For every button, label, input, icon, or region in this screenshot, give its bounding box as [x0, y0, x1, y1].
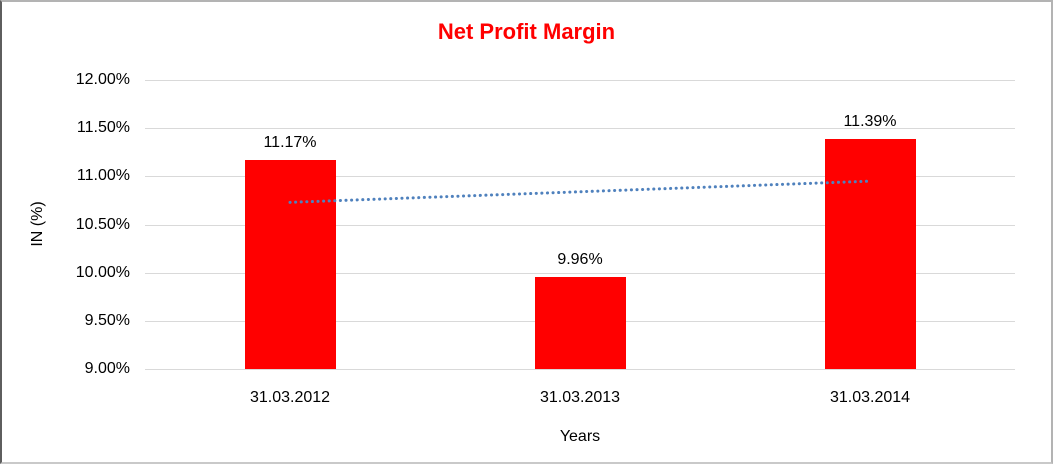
- gridline: [145, 272, 1015, 274]
- plot-area: 11.17% 9.96% 11.39%: [145, 80, 1015, 370]
- gridline: [145, 80, 1015, 81]
- bar-value-label: 9.96%: [557, 250, 603, 268]
- bar-value-label: 11.17%: [263, 133, 317, 151]
- bar-31.03.2013: [534, 276, 626, 369]
- x-tick-label: 31.03.2012: [249, 389, 331, 406]
- bar-31.03.2014: [824, 138, 916, 369]
- y-tick-label: 12.00%: [75, 71, 130, 88]
- y-tick-label: 9.00%: [84, 360, 130, 377]
- gridline: [145, 176, 1015, 178]
- y-tick-label: 10.00%: [75, 263, 130, 281]
- y-tick-label: 9.50%: [84, 311, 130, 329]
- gridline: [145, 128, 1015, 130]
- x-axis-title: Years: [559, 428, 601, 445]
- x-tick-label: 31.03.2013: [539, 389, 621, 406]
- x-tick-label: 31.03.2014: [829, 389, 911, 406]
- trendline: [288, 179, 872, 204]
- trendline-svg: [288, 179, 872, 204]
- y-tick-label: 11.50%: [76, 119, 130, 137]
- bar-value-label: 11.39%: [843, 112, 897, 130]
- y-tick-label: 10.50%: [75, 215, 130, 233]
- y-tick-label: 11.00%: [76, 167, 130, 185]
- bar-31.03.2012: [244, 159, 336, 369]
- gridline: [145, 369, 1015, 370]
- chart-title: Net Profit Margin: [437, 19, 616, 44]
- gridline: [145, 224, 1015, 226]
